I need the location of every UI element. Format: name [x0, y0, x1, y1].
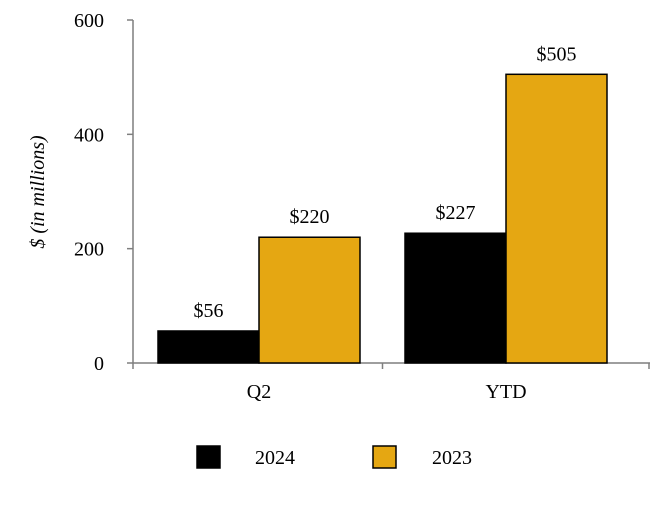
y-tick-label: 0: [94, 353, 104, 375]
x-tick-label: YTD: [485, 381, 526, 403]
legend-swatch-2024: [196, 445, 221, 469]
data-label-2023-Q2: $220: [290, 206, 330, 228]
bar-2023-Q2: [258, 236, 361, 364]
data-label-2024-Q2: $56: [194, 300, 224, 322]
bar-2024-Q2: [157, 330, 260, 364]
y-tick-label: 600: [74, 10, 104, 32]
legend: 2024 2023: [196, 445, 472, 469]
y-tick-label: 400: [74, 124, 104, 146]
bars: [157, 73, 608, 364]
y-axis-title: $ (in millions): [27, 135, 49, 249]
legend-swatch-2023: [372, 445, 397, 469]
data-label-2023-YTD: $505: [537, 43, 577, 65]
bar-2024-YTD: [404, 232, 507, 364]
data-labels: $56 $220 $227 $505: [194, 43, 577, 322]
bar-2023-YTD: [505, 73, 608, 364]
legend-label-2024: 2024: [255, 447, 295, 469]
data-label-2024-YTD: $227: [436, 202, 476, 224]
x-tick-label: Q2: [247, 381, 271, 403]
y-tick-label: 200: [74, 239, 104, 261]
legend-label-2023: 2023: [432, 447, 472, 469]
